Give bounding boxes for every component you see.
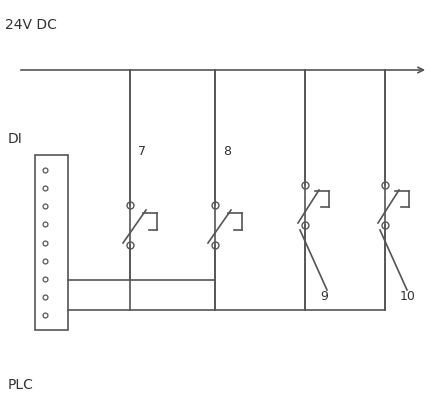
- Bar: [35, 155, 68, 330]
- Text: PLC: PLC: [8, 378, 34, 392]
- Text: DI: DI: [8, 132, 23, 146]
- Text: 10: 10: [400, 290, 416, 303]
- Text: 9: 9: [320, 290, 328, 303]
- Text: 24V DC: 24V DC: [5, 18, 57, 32]
- Text: 7: 7: [138, 145, 146, 158]
- Text: 8: 8: [223, 145, 231, 158]
